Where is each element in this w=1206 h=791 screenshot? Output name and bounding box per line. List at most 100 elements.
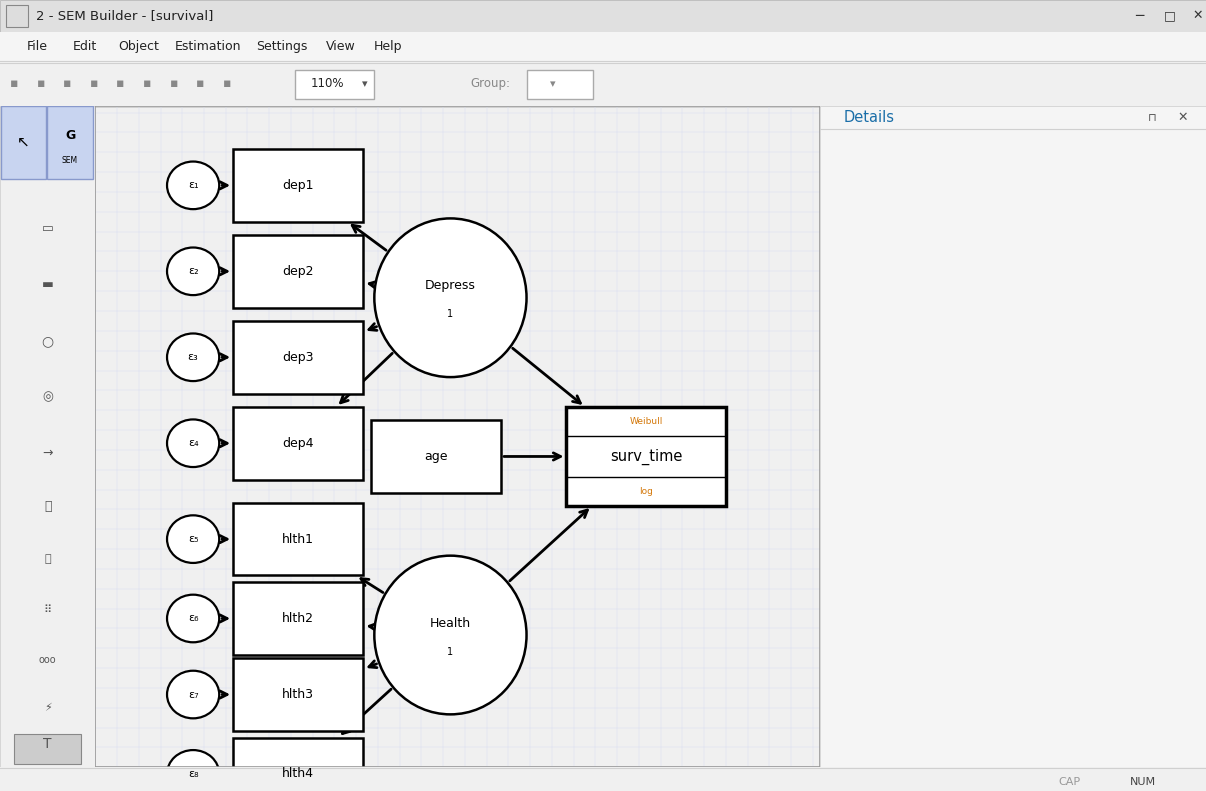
Circle shape — [166, 750, 219, 791]
Text: dep3: dep3 — [282, 350, 314, 364]
FancyBboxPatch shape — [233, 503, 363, 576]
Text: hlth3: hlth3 — [282, 688, 315, 701]
Text: ⚡: ⚡ — [43, 702, 52, 713]
Text: ε₄: ε₄ — [188, 438, 199, 448]
Text: hlth2: hlth2 — [282, 612, 315, 625]
Text: Settings: Settings — [256, 40, 308, 52]
Text: ▪: ▪ — [10, 78, 19, 90]
Text: ε₃: ε₃ — [188, 352, 199, 362]
Text: ⌒: ⌒ — [43, 500, 52, 513]
Text: ─: ─ — [1136, 9, 1143, 23]
FancyBboxPatch shape — [47, 106, 93, 179]
FancyBboxPatch shape — [0, 767, 1206, 791]
FancyBboxPatch shape — [233, 582, 363, 655]
Text: ✕: ✕ — [1177, 112, 1188, 124]
Text: Health: Health — [429, 617, 472, 630]
Text: dep1: dep1 — [282, 179, 314, 192]
Text: ε₇: ε₇ — [188, 690, 199, 699]
Text: Edit: Edit — [72, 40, 96, 52]
Text: ▭: ▭ — [42, 221, 53, 235]
Text: ◎: ◎ — [42, 391, 53, 403]
Text: 110%: 110% — [311, 78, 345, 90]
Text: ○: ○ — [41, 334, 54, 348]
Text: ▾: ▾ — [550, 79, 555, 89]
Text: 1: 1 — [447, 309, 453, 320]
Text: dep2: dep2 — [282, 265, 314, 278]
Text: Details: Details — [843, 111, 894, 126]
Text: File: File — [27, 40, 47, 52]
FancyBboxPatch shape — [233, 737, 363, 791]
FancyBboxPatch shape — [527, 70, 593, 100]
Circle shape — [166, 595, 219, 642]
Text: 1: 1 — [447, 646, 453, 657]
Text: ▬: ▬ — [42, 278, 53, 291]
FancyBboxPatch shape — [370, 420, 502, 493]
Text: ▪: ▪ — [142, 78, 152, 90]
Circle shape — [166, 419, 219, 467]
FancyBboxPatch shape — [0, 106, 95, 767]
FancyBboxPatch shape — [295, 70, 374, 100]
Text: CAP: CAP — [1059, 777, 1081, 786]
Text: ▪: ▪ — [63, 78, 72, 90]
Circle shape — [166, 334, 219, 381]
Text: Group:: Group: — [470, 78, 510, 90]
Text: surv_time: surv_time — [610, 448, 683, 464]
Text: dep4: dep4 — [282, 437, 314, 450]
Circle shape — [166, 515, 219, 563]
Text: ⛶: ⛶ — [45, 554, 51, 564]
FancyBboxPatch shape — [567, 407, 726, 506]
Text: age: age — [425, 450, 447, 463]
Circle shape — [166, 161, 219, 209]
Text: ▪: ▪ — [116, 78, 125, 90]
Text: 2 - SEM Builder - [survival]: 2 - SEM Builder - [survival] — [36, 9, 213, 22]
Circle shape — [166, 671, 219, 718]
Text: View: View — [326, 40, 356, 52]
Text: ε₆: ε₆ — [188, 614, 198, 623]
FancyBboxPatch shape — [0, 62, 1206, 108]
Text: ▪: ▪ — [169, 78, 178, 90]
Text: ▪: ▪ — [195, 78, 205, 90]
Text: ooo: ooo — [39, 655, 57, 665]
Text: T: T — [43, 737, 52, 751]
Text: log: log — [639, 486, 654, 496]
Text: ▾: ▾ — [362, 79, 368, 89]
FancyBboxPatch shape — [6, 5, 28, 27]
Text: ✕: ✕ — [1193, 9, 1202, 22]
Text: ▪: ▪ — [89, 78, 99, 90]
FancyBboxPatch shape — [0, 108, 1206, 130]
Text: hlth1: hlth1 — [282, 532, 315, 546]
Text: hlth4: hlth4 — [282, 767, 315, 781]
Text: Weibull: Weibull — [630, 418, 663, 426]
FancyBboxPatch shape — [233, 235, 363, 308]
FancyBboxPatch shape — [0, 32, 1206, 62]
FancyBboxPatch shape — [14, 734, 81, 764]
FancyBboxPatch shape — [233, 658, 363, 731]
FancyBboxPatch shape — [233, 149, 363, 221]
FancyBboxPatch shape — [233, 407, 363, 479]
Circle shape — [166, 248, 219, 295]
Text: ⠿: ⠿ — [43, 605, 52, 615]
Text: ⊓: ⊓ — [1148, 113, 1157, 123]
Text: ▪: ▪ — [36, 78, 46, 90]
FancyBboxPatch shape — [0, 0, 1206, 32]
Text: Object: Object — [118, 40, 159, 52]
Text: ε₁: ε₁ — [188, 180, 199, 191]
Text: ε₅: ε₅ — [188, 534, 198, 544]
Text: NUM: NUM — [1130, 777, 1157, 786]
Text: Help: Help — [374, 40, 403, 52]
Text: □: □ — [1164, 9, 1176, 22]
Ellipse shape — [374, 218, 527, 377]
Text: ε₈: ε₈ — [188, 769, 198, 779]
FancyBboxPatch shape — [820, 106, 1206, 767]
Text: Estimation: Estimation — [175, 40, 241, 52]
FancyBboxPatch shape — [233, 321, 363, 394]
FancyBboxPatch shape — [1, 106, 46, 179]
Text: Depress: Depress — [425, 279, 476, 293]
Text: ▪: ▪ — [222, 78, 232, 90]
Text: G: G — [65, 129, 75, 142]
Text: SEM: SEM — [62, 156, 78, 165]
Text: ε₂: ε₂ — [188, 267, 199, 276]
Text: →: → — [42, 447, 53, 460]
Ellipse shape — [374, 555, 527, 714]
Text: ↖: ↖ — [17, 134, 29, 149]
